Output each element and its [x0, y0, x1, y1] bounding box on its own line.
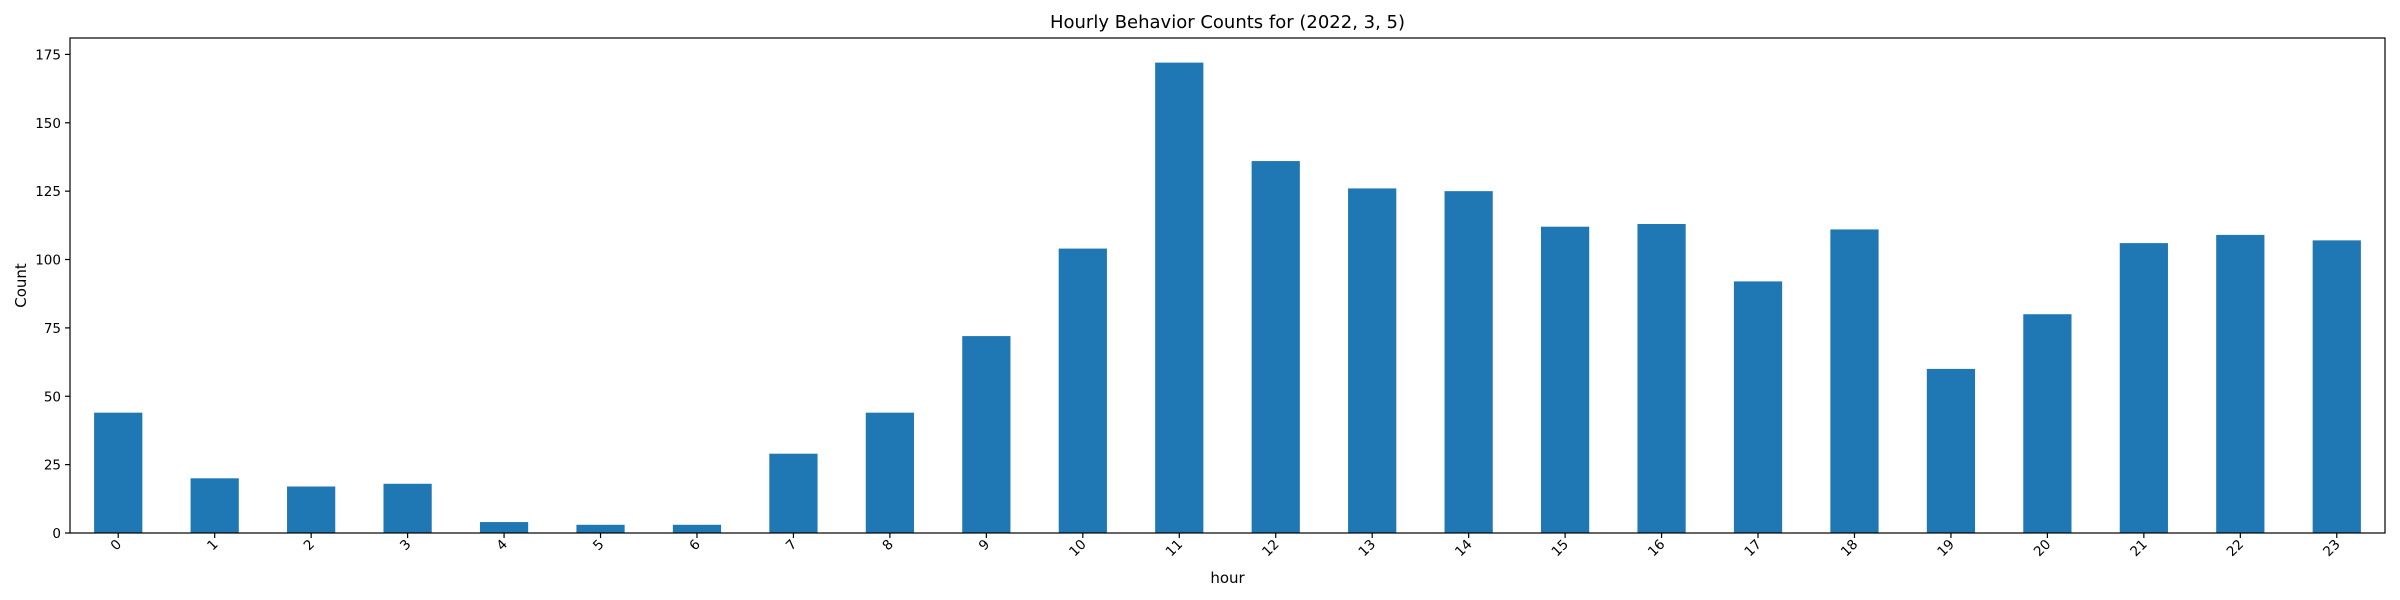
bar-hour-0 — [94, 412, 143, 533]
x-tick-label: 22 — [2224, 537, 2247, 560]
y-tick-label: 50 — [44, 389, 61, 405]
y-tick-label: 150 — [35, 116, 61, 132]
bar-hour-8 — [865, 412, 915, 533]
x-tick-label: 5 — [590, 537, 607, 554]
x-tick-label: 7 — [783, 537, 800, 554]
bar-hour-19 — [1926, 368, 1976, 533]
bar-hour-21 — [2119, 243, 2168, 533]
bar-hour-16 — [1637, 223, 1686, 533]
bar-hour-7 — [769, 453, 818, 533]
y-tick-label: 175 — [35, 47, 61, 63]
x-tick-label: 23 — [2320, 537, 2343, 560]
bar-hour-4 — [479, 522, 529, 533]
bar-hour-3 — [383, 483, 432, 533]
bar-hour-14 — [1444, 191, 1493, 533]
x-tick-label: 17 — [1741, 537, 1764, 560]
x-tick-label: 3 — [397, 537, 414, 554]
y-axis-label: Count — [12, 263, 30, 308]
chart-title: Hourly Behavior Counts for (2022, 3, 5) — [1050, 12, 1405, 33]
bar-hour-15 — [1540, 226, 1590, 533]
bar-hour-6 — [672, 524, 722, 533]
bar-hour-9 — [962, 336, 1011, 533]
bar-hour-22 — [2216, 234, 2265, 534]
bar-hour-2 — [287, 486, 336, 533]
x-tick-label: 0 — [108, 537, 125, 554]
x-tick-label: 8 — [879, 537, 896, 554]
bar-hour-17 — [1733, 281, 1783, 533]
x-tick-label: 2 — [301, 537, 318, 554]
x-tick-label: 20 — [2031, 537, 2054, 560]
x-tick-label: 10 — [1066, 537, 1089, 560]
x-tick-label: 6 — [686, 537, 703, 554]
bar-hour-5 — [576, 524, 625, 533]
x-tick-label: 12 — [1259, 537, 1282, 560]
bar-hour-11 — [1155, 62, 1204, 534]
plot-frame — [69, 37, 2386, 534]
bar-hour-23 — [2312, 240, 2361, 534]
y-tick-label: 0 — [52, 526, 61, 542]
y-tick-label: 75 — [44, 321, 61, 337]
x-tick-label: 14 — [1452, 537, 1475, 560]
x-tick-label: 4 — [494, 537, 511, 554]
x-tick-label: 21 — [2127, 537, 2150, 560]
y-axis-ticks: 0 25 50 75 100 125 150 175 — [35, 47, 70, 542]
x-tick-label: 19 — [1934, 537, 1957, 560]
x-tick-label: 11 — [1163, 537, 1186, 560]
bar-hour-18 — [1830, 229, 1879, 533]
y-tick-label: 100 — [35, 253, 61, 269]
x-axis-ticks: 0 1 2 3 4 5 6 7 8 9 10 11 12 13 14 15 16 17 18 19 20 21 22 23 — [108, 533, 2344, 560]
x-tick-label: 16 — [1645, 537, 1668, 560]
bars-group — [94, 62, 2361, 534]
y-tick-label: 25 — [44, 458, 61, 474]
x-tick-label: 18 — [1838, 537, 1861, 560]
x-tick-label: 1 — [204, 537, 221, 554]
bar-hour-12 — [1251, 161, 1300, 534]
x-tick-label: 15 — [1548, 537, 1571, 560]
bar-hour-13 — [1348, 188, 1397, 533]
x-tick-label: 13 — [1356, 537, 1379, 560]
bar-hour-1 — [190, 478, 239, 533]
y-tick-label: 125 — [35, 184, 61, 200]
x-tick-label: 9 — [976, 537, 993, 554]
bar-hour-20 — [2023, 314, 2072, 533]
x-axis-label: hour — [1210, 569, 1245, 587]
bar-hour-10 — [1058, 248, 1107, 533]
